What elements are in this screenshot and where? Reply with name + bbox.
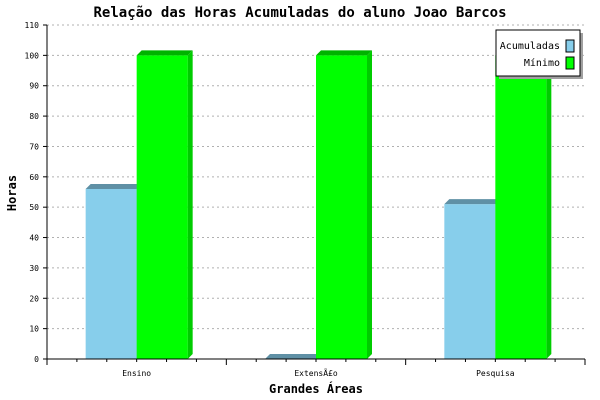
bar (495, 55, 547, 359)
x-tick-labels: Ensino ExtensÃ£o Pesquisa (122, 368, 515, 378)
y-tick-label: 110 (25, 21, 40, 30)
bar-side (546, 50, 552, 359)
legend: Acumuladas Mínimo (495, 29, 583, 79)
bar (316, 55, 367, 359)
y-tick-label: 20 (29, 294, 39, 303)
y-tick-label: 80 (29, 112, 39, 121)
chart-title: Relação das Horas Acumuladas do aluno Jo… (93, 5, 506, 21)
x-tick-label: Ensino (122, 369, 151, 378)
axes (43, 24, 586, 365)
y-axis-label: Horas (5, 175, 19, 211)
x-axis-label: Grandes Áreas (269, 381, 363, 396)
y-tick-label: 90 (29, 82, 39, 91)
y-tick-labels: 0 10 20 30 40 50 60 70 80 90 100 110 (25, 21, 40, 364)
bar-side (367, 50, 372, 359)
bar (444, 204, 496, 359)
y-tick-label: 50 (29, 203, 39, 212)
y-tick-label: 30 (29, 264, 39, 273)
bar-top (265, 354, 321, 359)
bar-side (187, 50, 193, 359)
legend-swatch (565, 56, 575, 70)
x-tick-label: Pesquisa (476, 369, 515, 378)
legend-label: Acumuladas (500, 41, 560, 52)
y-tick-label: 40 (29, 234, 39, 243)
bar (85, 188, 137, 359)
bar-top (136, 50, 193, 56)
bar (136, 55, 188, 359)
legend-label: Mínimo (524, 57, 560, 69)
x-tick-label: ExtensÃ£o (294, 368, 338, 378)
legend-swatch (565, 39, 575, 53)
bar-top (444, 199, 501, 205)
y-tick-label: 60 (29, 173, 39, 182)
bars (85, 50, 552, 359)
y-tick-label: 10 (29, 325, 39, 334)
y-tick-label: 70 (29, 142, 39, 151)
y-tick-label: 100 (25, 51, 40, 60)
y-tick-label: 0 (34, 355, 39, 364)
bar-top (85, 183, 142, 189)
bar-top (316, 50, 372, 56)
